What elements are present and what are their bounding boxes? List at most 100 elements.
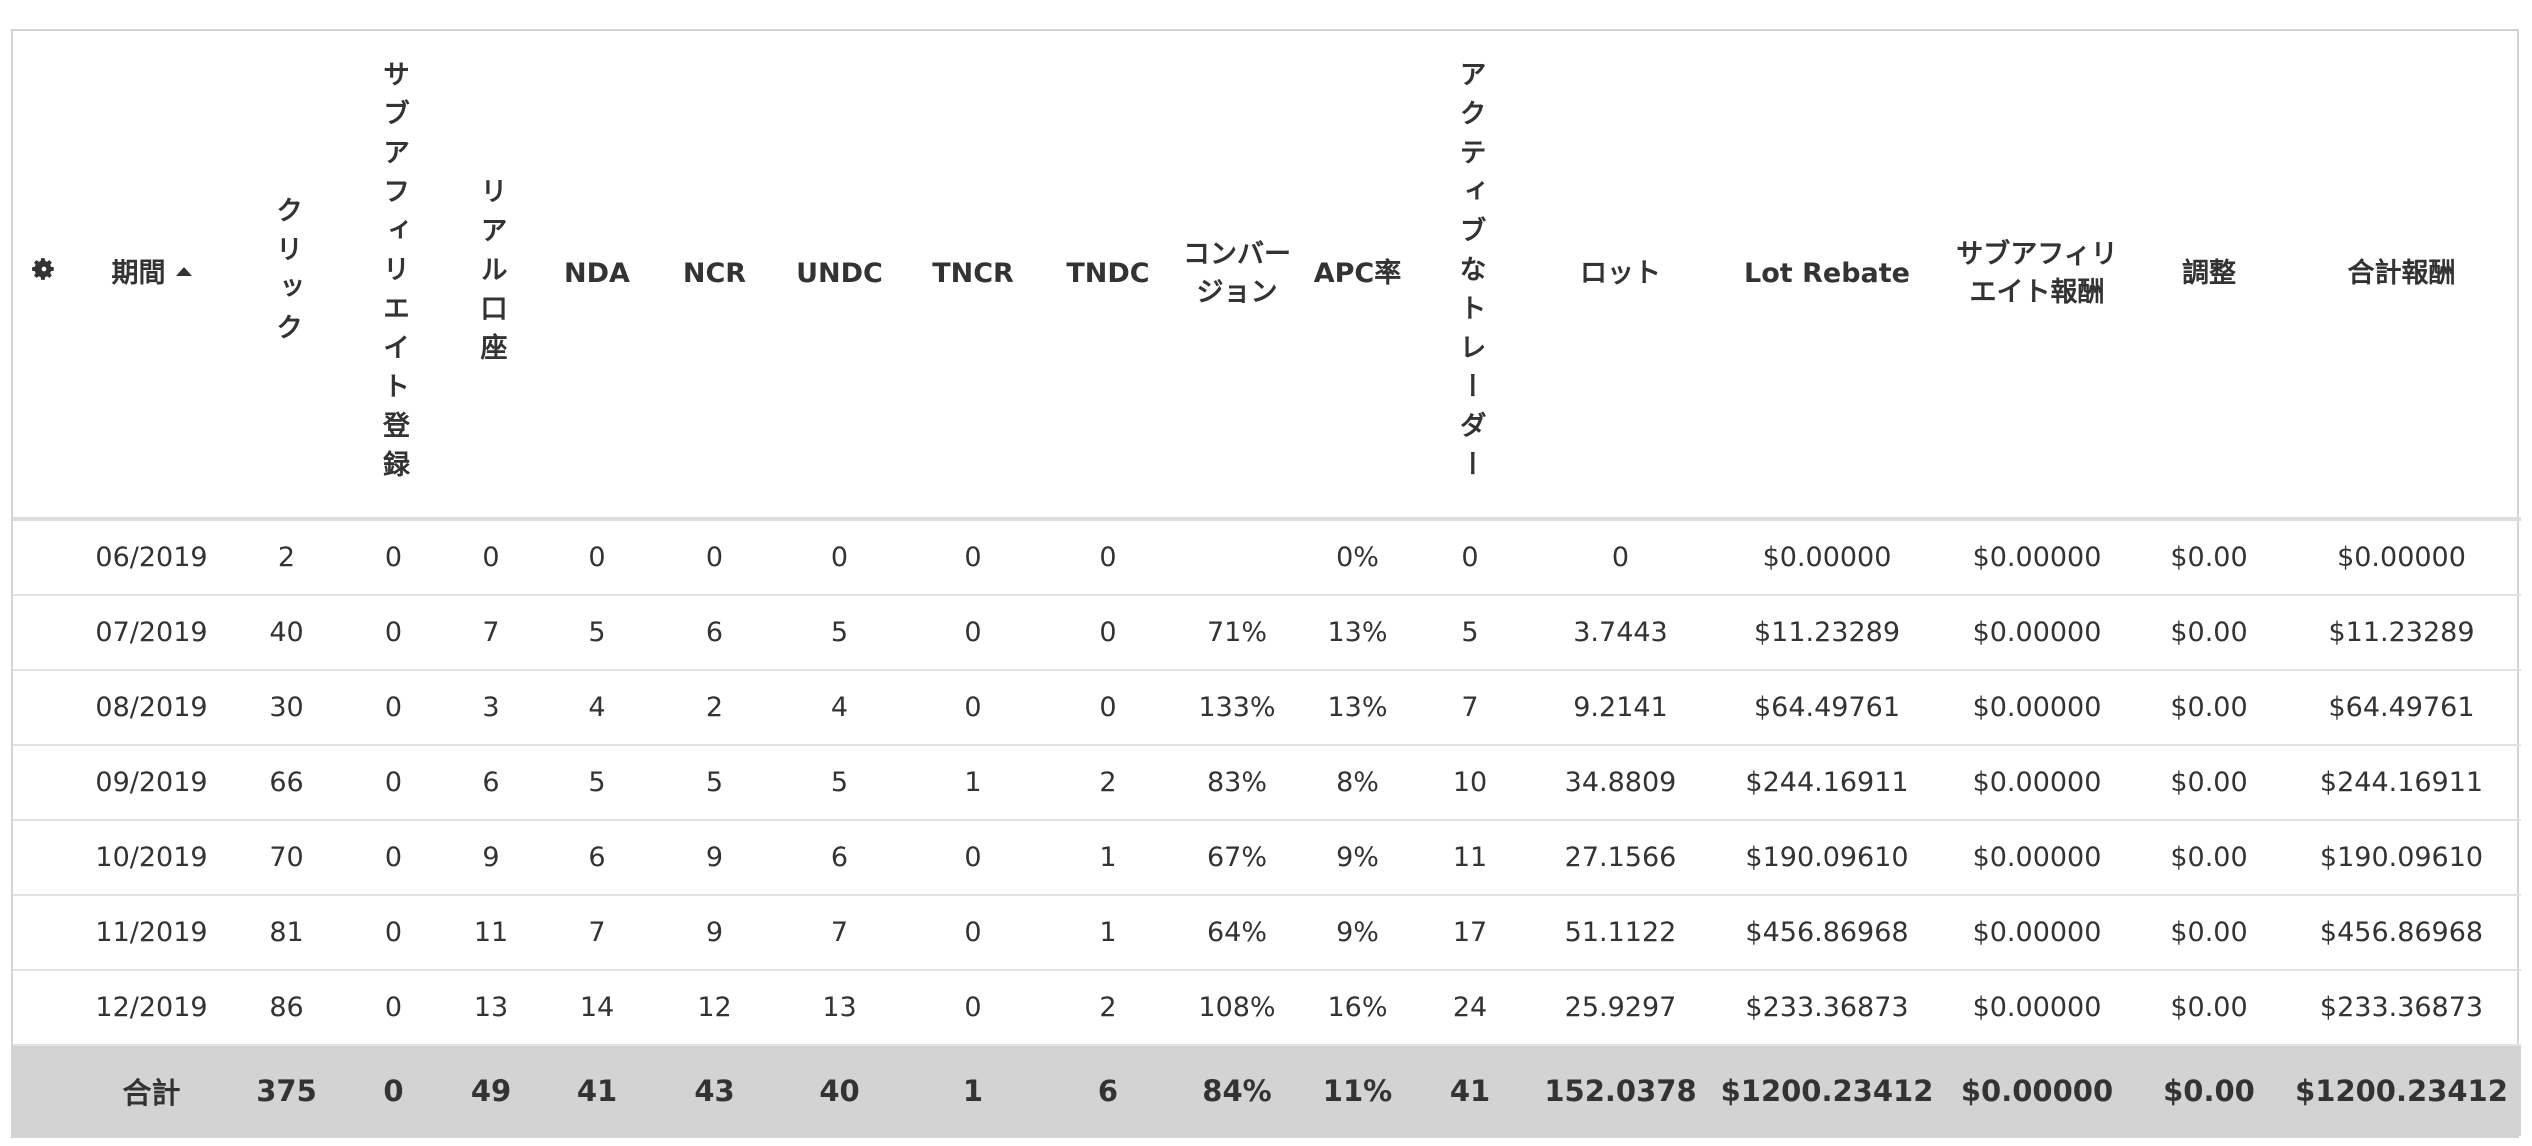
cell: 10 [1415, 745, 1525, 821]
cell: 24 [1415, 970, 1525, 1046]
cell: 9% [1300, 895, 1415, 971]
cell: 0 [345, 519, 442, 596]
cell: 0 [1042, 595, 1174, 671]
cell: 4 [540, 670, 654, 746]
total-cell: 41 [1415, 1045, 1525, 1136]
cell: 0 [1525, 519, 1716, 596]
cell: 06/2019 [75, 519, 228, 596]
cell: 4 [775, 670, 904, 746]
cell: 7 [775, 895, 904, 971]
data-row: 08/2019 30 0 3 4 2 4 0 0 133% 13% 7 9.2141 $64.49761 $… [13, 670, 2521, 746]
data-row: 07/2019 40 0 7 5 6 5 0 0 71% 13% 5 3.7443 $11.23289 $0… [13, 595, 2521, 671]
cell: 13% [1300, 595, 1415, 671]
column-header[interactable]: 期間 [75, 31, 228, 521]
column-header: NDA [540, 31, 654, 521]
data-row: 11/2019 81 0 11 7 9 7 0 1 64% 9% 17 51.1122 $456.8696… [13, 895, 2521, 971]
cell: $64.49761 [1716, 670, 1938, 746]
cell: 0 [904, 595, 1042, 671]
cell: $0.00 [2136, 670, 2282, 746]
settings-icon[interactable] [13, 31, 75, 521]
cell: 83% [1174, 745, 1300, 821]
cell: 5 [540, 745, 654, 821]
cell: 6 [654, 595, 775, 671]
column-header: UNDC [775, 31, 904, 521]
cell: 0 [904, 670, 1042, 746]
cell: $190.09610 [2282, 820, 2521, 896]
cell: 66 [228, 745, 345, 821]
total-cell: 152.0378 [1525, 1045, 1716, 1136]
cell: 3 [442, 670, 540, 746]
header-label: NCR [682, 258, 747, 289]
column-header: サブアフィリエイト報酬 [1938, 31, 2136, 521]
total-cell: 6 [1042, 1045, 1174, 1136]
cell: 11/2019 [75, 895, 228, 971]
column-header: コンバージョン [1174, 31, 1300, 521]
cell: 1 [1042, 820, 1174, 896]
cell: 71% [1174, 595, 1300, 671]
cell: 0 [1042, 519, 1174, 596]
spacer-cell [13, 595, 75, 671]
column-header: Lot Rebate [1716, 31, 1938, 521]
column-header: 合計報酬 [2282, 31, 2521, 521]
cell: 40 [228, 595, 345, 671]
data-row: 09/2019 66 0 6 5 5 5 1 2 83% 8% 10 34.8809 $244.16911… [13, 745, 2521, 821]
cell: 9 [654, 820, 775, 896]
cell: $0.00000 [1938, 745, 2136, 821]
cell: 64% [1174, 895, 1300, 971]
cell: 17 [1415, 895, 1525, 971]
header-label: TNCR [932, 258, 1014, 289]
cell: $0.00000 [1716, 519, 1938, 596]
total-cell: 84% [1174, 1045, 1300, 1136]
cell: 0 [904, 970, 1042, 1046]
column-header: リアル口座 [442, 31, 540, 521]
cell: 11 [442, 895, 540, 971]
column-header: TNDC [1042, 31, 1174, 521]
header-label[interactable]: 期間 [111, 258, 166, 289]
cell: $0.00 [2136, 895, 2282, 971]
cell: 10/2019 [75, 820, 228, 896]
total-cell: 11% [1300, 1045, 1415, 1136]
header-label: クリック [271, 196, 302, 352]
total-cell: 0 [345, 1045, 442, 1136]
cell: 3.7443 [1525, 595, 1716, 671]
cell: 0 [654, 519, 775, 596]
header-label: サブアフィリエイト報酬 [1956, 239, 2118, 308]
cell: 0 [904, 895, 1042, 971]
cell: 12 [654, 970, 775, 1046]
spacer-cell [13, 820, 75, 896]
cell: $64.49761 [2282, 670, 2521, 746]
cell: 5 [775, 595, 904, 671]
cell: 13 [775, 970, 904, 1046]
header-label: APC率 [1313, 258, 1402, 289]
cell: 0 [1042, 670, 1174, 746]
cell: 0 [345, 895, 442, 971]
cell: 27.1566 [1525, 820, 1716, 896]
header-label: リアル口座 [475, 176, 507, 372]
column-header: サブアフィリエイト登録 [345, 31, 442, 521]
column-header: アクティブなトレーダー [1415, 31, 1525, 521]
cell: 5 [654, 745, 775, 821]
cell: 81 [228, 895, 345, 971]
cell: 1 [904, 745, 1042, 821]
cell: 6 [775, 820, 904, 896]
gear[interactable] [31, 256, 57, 282]
spacer-cell [13, 519, 75, 596]
header-label: サブアフィリエイト登録 [378, 59, 409, 489]
cell: 9% [1300, 820, 1415, 896]
cell: 0 [904, 519, 1042, 596]
cell: $233.36873 [2282, 970, 2521, 1046]
cell: $0.00 [2136, 745, 2282, 821]
sort-indicator[interactable] [175, 267, 192, 276]
cell: 25.9297 [1525, 970, 1716, 1046]
cell: 51.1122 [1525, 895, 1716, 971]
header-label: アクティブなトレーダー [1454, 59, 1486, 489]
cell: 7 [540, 895, 654, 971]
cell: $244.16911 [1716, 745, 1938, 821]
cell: 0 [345, 595, 442, 671]
cell: 0 [540, 519, 654, 596]
total-cell: $0.00000 [1938, 1045, 2136, 1136]
cell: $0.00000 [1938, 820, 2136, 896]
spacer-cell [13, 670, 75, 746]
cell: 133% [1174, 670, 1300, 746]
cell: 0 [345, 970, 442, 1046]
